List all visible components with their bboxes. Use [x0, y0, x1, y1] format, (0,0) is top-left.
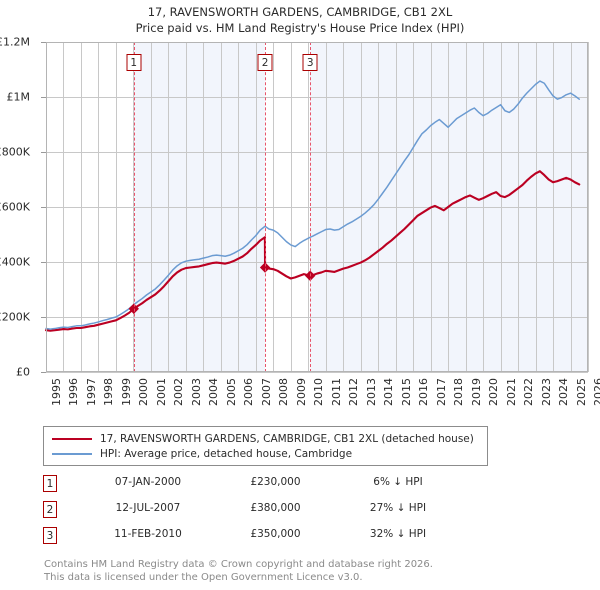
transaction-date: 11-FEB-2010	[114, 528, 182, 540]
x-tick-label-2021: 2021	[504, 378, 518, 406]
series-lines	[44, 80, 581, 332]
x-tick-label-2019: 2019	[469, 378, 483, 406]
marker-line-3	[310, 42, 312, 372]
x-tick-label-2000: 2000	[137, 378, 151, 406]
x-tick-label-2013: 2013	[364, 378, 378, 406]
legend-swatch-1	[52, 437, 92, 440]
x-tick-label-2023: 2023	[539, 378, 553, 406]
y-tick-mark-2	[41, 262, 46, 263]
transactions-table: 1 07-JAN-2000 £230,000 6% ↓ HPI 2 12-JUL-2007…	[43, 474, 563, 552]
y-tick-label-5: £1M	[6, 90, 31, 104]
footer-line-2: This data is licensed under the Open Gov…	[44, 572, 363, 583]
transaction-price: £350,000	[250, 528, 301, 540]
transaction-index-badge: 3	[43, 527, 57, 544]
marker-line-2	[265, 42, 267, 372]
transaction-price: £230,000	[250, 476, 301, 488]
x-tick-label-2017: 2017	[434, 378, 448, 406]
transaction-date: 07-JAN-2000	[114, 476, 182, 488]
x-tick-label-1996: 1996	[67, 378, 81, 406]
x-tick-label-1998: 1998	[102, 378, 116, 406]
x-tick-label-2005: 2005	[224, 378, 238, 406]
y-tick-mark-3	[41, 207, 46, 208]
x-tick-label-2026: 2026	[592, 378, 600, 406]
y-tick-mark-5	[41, 97, 46, 98]
y-tick-label-3: £600K	[0, 200, 30, 214]
gridline-h-4	[46, 152, 588, 153]
x-tick-label-2006: 2006	[242, 378, 256, 406]
marker-box-2[interactable]: 2	[257, 54, 273, 71]
legend-row-1: 17, RAVENSWORTH GARDENS, CAMBRIDGE, CB1 …	[50, 431, 481, 446]
title-line-subtitle: Price paid vs. HM Land Registry's House …	[135, 21, 465, 35]
x-tick-label-2003: 2003	[189, 378, 203, 406]
x-tick-label-2004: 2004	[207, 378, 221, 406]
gridline-h-3	[46, 207, 588, 208]
series-line-hpi	[45, 80, 581, 330]
legend-row-2: HPI: Average price, detached house, Camb…	[50, 446, 481, 461]
gridline-h-2	[46, 262, 588, 263]
y-tick-label-0: £0	[16, 365, 30, 379]
x-tick-label-2001: 2001	[154, 378, 168, 406]
x-tick-label-2018: 2018	[452, 378, 466, 406]
transaction-price: £380,000	[250, 502, 301, 514]
transaction-index-badge: 2	[43, 501, 57, 518]
x-tick-label-2022: 2022	[522, 378, 536, 406]
x-tick-label-1999: 1999	[119, 378, 133, 406]
legend-label-2: HPI: Average price, detached house, Camb…	[100, 447, 353, 460]
table-row[interactable]: 3 11-FEB-2010 £350,000 32% ↓ HPI	[43, 526, 563, 552]
transaction-date: 12-JUL-2007	[115, 502, 181, 514]
marker-line-1	[133, 42, 135, 372]
x-tick-label-2024: 2024	[557, 378, 571, 406]
footer-attribution: Contains HM Land Registry data © Crown c…	[44, 558, 584, 584]
y-tick-label-1: £200K	[0, 310, 30, 324]
legend-label-1: 17, RAVENSWORTH GARDENS, CAMBRIDGE, CB1 …	[100, 432, 474, 445]
transaction-hpi-delta: 27% ↓ HPI	[369, 502, 427, 514]
gridline-h-0	[46, 372, 588, 373]
x-tick-label-2015: 2015	[399, 378, 413, 406]
x-tick-label-2011: 2011	[329, 378, 343, 406]
x-tick-label-2010: 2010	[312, 378, 326, 406]
x-tick-label-2009: 2009	[294, 378, 308, 406]
page-title: 17, RAVENSWORTH GARDENS, CAMBRIDGE, CB1 …	[0, 4, 600, 36]
x-tick-label-2014: 2014	[382, 378, 396, 406]
x-tick-label-2020: 2020	[487, 378, 501, 406]
chart-legend: 17, RAVENSWORTH GARDENS, CAMBRIDGE, CB1 …	[43, 426, 488, 466]
gridline-v-2026	[588, 42, 589, 372]
table-row[interactable]: 2 12-JUL-2007 £380,000 27% ↓ HPI	[43, 500, 563, 526]
x-tick-label-2002: 2002	[172, 378, 186, 406]
series-line-property	[44, 170, 581, 332]
transaction-hpi-delta: 6% ↓ HPI	[373, 476, 423, 488]
title-line-address: 17, RAVENSWORTH GARDENS, CAMBRIDGE, CB1 …	[147, 5, 453, 19]
x-tick-label-1997: 1997	[84, 378, 98, 406]
y-tick-mark-1	[41, 317, 46, 318]
y-tick-mark-0	[41, 372, 46, 373]
x-tick-label-2012: 2012	[347, 378, 361, 406]
x-tick-label-2007: 2007	[259, 378, 273, 406]
chart-plot-area: £0£200K£400K£600K£800K£1M£1.2M 199519961…	[0, 36, 600, 407]
transaction-hpi-delta: 32% ↓ HPI	[369, 528, 427, 540]
x-tick-label-2025: 2025	[574, 378, 588, 406]
marker-box-1[interactable]: 1	[126, 54, 142, 71]
y-tick-label-2: £400K	[0, 255, 30, 269]
x-tick-label-1995: 1995	[50, 378, 63, 406]
transaction-index-badge: 1	[43, 475, 57, 492]
table-row[interactable]: 1 07-JAN-2000 £230,000 6% ↓ HPI	[43, 474, 563, 500]
gridline-h-1	[46, 317, 588, 318]
y-tick-label-4: £800K	[0, 145, 30, 159]
y-tick-mark-6	[41, 42, 46, 43]
footer-line-1: Contains HM Land Registry data © Crown c…	[44, 559, 433, 570]
gridline-h-5	[46, 97, 588, 98]
x-tick-label-2008: 2008	[277, 378, 291, 406]
y-tick-label-6: £1.2M	[0, 35, 30, 49]
legend-swatch-2	[52, 452, 92, 455]
x-tick-label-2016: 2016	[417, 378, 431, 406]
marker-box-3[interactable]: 3	[302, 54, 318, 71]
y-tick-mark-4	[41, 152, 46, 153]
